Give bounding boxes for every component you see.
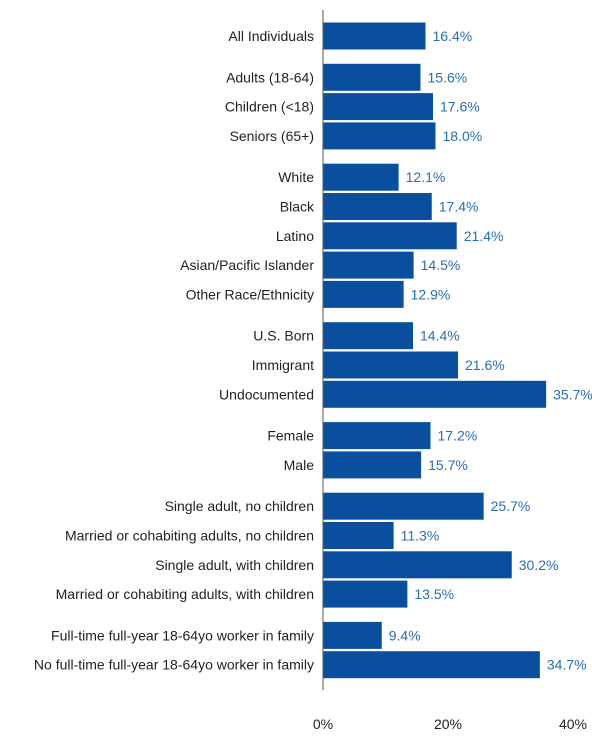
value-label: 12.1% bbox=[406, 169, 446, 185]
category-label: Latino bbox=[276, 228, 314, 244]
value-label: 34.7% bbox=[547, 657, 587, 673]
category-label: All Individuals bbox=[228, 28, 314, 44]
value-label: 15.7% bbox=[428, 457, 468, 473]
bar-4 bbox=[323, 163, 399, 191]
category-label: Asian/Pacific Islander bbox=[180, 257, 314, 273]
bar-17 bbox=[323, 580, 408, 608]
bar-9 bbox=[323, 322, 413, 350]
value-label: 17.2% bbox=[438, 428, 478, 444]
category-labels-group: All Individuals Adults (18-64) Children (<… bbox=[34, 28, 315, 673]
bar-6 bbox=[323, 222, 457, 250]
value-labels-group: 16.4% 15.6% 17.6% 18.0% 12.1% 17.4% 21.4%14.5%… bbox=[389, 28, 592, 673]
category-label: Adults (18-64) bbox=[226, 69, 314, 85]
value-label: 11.3% bbox=[401, 528, 440, 544]
value-label: 14.4% bbox=[420, 328, 460, 344]
value-label: 21.6% bbox=[465, 357, 505, 373]
value-label: 25.7% bbox=[491, 498, 531, 514]
x-tick-labels-group: 0% 20% 40% bbox=[313, 716, 587, 732]
bar-2 bbox=[323, 93, 433, 121]
category-label: Other Race/Ethnicity bbox=[186, 286, 314, 302]
category-label: No full-time full-year 18-64yo worker in… bbox=[34, 657, 314, 673]
category-label: Black bbox=[280, 199, 315, 215]
value-label: 13.5% bbox=[414, 586, 454, 602]
value-label: 30.2% bbox=[519, 557, 559, 573]
value-label: 21.4% bbox=[464, 228, 504, 244]
value-label: 9.4% bbox=[389, 627, 421, 643]
value-label: 16.4% bbox=[433, 28, 473, 44]
category-label: Married or cohabiting adults, no childre… bbox=[65, 528, 314, 544]
value-label: 12.9% bbox=[411, 286, 451, 302]
x-tick-label: 0% bbox=[313, 716, 333, 732]
bar-11 bbox=[323, 380, 547, 408]
bar-10 bbox=[323, 351, 458, 379]
category-label: U.S. Born bbox=[253, 328, 314, 344]
category-label: Full-time full-year 18-64yo worker in fa… bbox=[51, 627, 314, 643]
bar-18 bbox=[323, 621, 382, 649]
category-label: Undocumented bbox=[219, 386, 314, 402]
value-label: 18.0% bbox=[443, 128, 483, 144]
value-label: 35.7% bbox=[553, 386, 592, 402]
category-label: White bbox=[278, 169, 314, 185]
value-label: 14.5% bbox=[421, 257, 461, 273]
category-label: Single adult, with children bbox=[155, 557, 314, 573]
bar-16 bbox=[323, 551, 512, 579]
value-label: 17.6% bbox=[440, 99, 480, 115]
bar-8 bbox=[323, 280, 404, 308]
category-label: Immigrant bbox=[252, 357, 314, 373]
bar-14 bbox=[323, 492, 484, 520]
category-label: Single adult, no children bbox=[165, 498, 314, 514]
value-label: 15.6% bbox=[428, 69, 468, 85]
bar-0 bbox=[323, 22, 426, 50]
category-label: Seniors (65+) bbox=[230, 128, 314, 144]
category-label: Female bbox=[267, 428, 314, 444]
bar-15 bbox=[323, 522, 394, 549]
bar-1 bbox=[323, 63, 421, 91]
bar-19 bbox=[323, 651, 540, 679]
x-tick-label: 40% bbox=[559, 716, 587, 732]
bar-7 bbox=[323, 251, 414, 279]
category-label: Male bbox=[284, 457, 315, 473]
bar-5 bbox=[323, 193, 432, 220]
category-label: Married or cohabiting adults, with child… bbox=[56, 586, 314, 602]
bars-group bbox=[323, 22, 547, 679]
category-label: Children (<18) bbox=[225, 99, 314, 115]
bar-13 bbox=[323, 451, 422, 479]
bar-3 bbox=[323, 122, 436, 150]
x-tick-label: 20% bbox=[434, 716, 462, 732]
value-label: 17.4% bbox=[439, 199, 479, 215]
bar-12 bbox=[323, 422, 431, 450]
